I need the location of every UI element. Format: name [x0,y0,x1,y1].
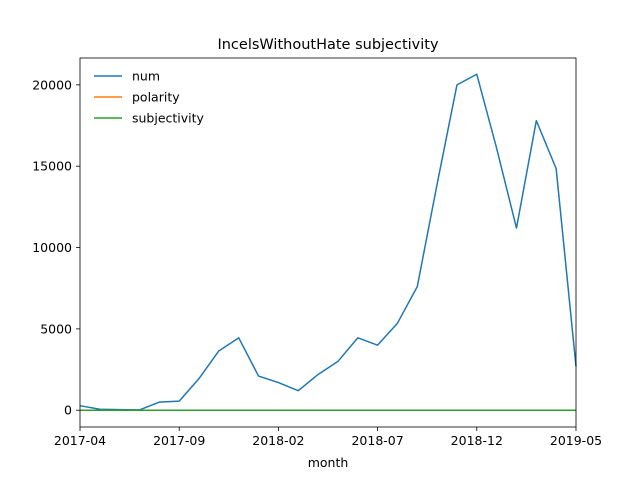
legend-label-subjectivity: subjectivity [132,111,205,126]
x-axis: 2017-04 2017-09 2018-02 2018-07 2018-12 2019-… [54,427,602,448]
plot-area [79,57,577,428]
y-tick-label: 0 [64,403,72,418]
y-tick-label: 10000 [32,240,72,255]
axes-frame [79,57,577,428]
y-tick-label: 15000 [32,159,72,174]
legend-label-num: num [132,69,160,84]
x-tick-label: 2018-12 [451,433,503,448]
x-tick-label: 2017-09 [153,433,205,448]
y-tick-label: 20000 [32,77,72,92]
y-tick-label: 5000 [40,321,72,336]
series-line-num [79,73,577,411]
x-axis-label: month [308,455,349,470]
x-tick-label: 2017-04 [54,433,106,448]
chart-title: IncelsWithoutHate subjectivity [217,37,438,53]
legend: num polarity subjectivity [94,69,205,126]
x-tick-label: 2018-02 [252,433,304,448]
x-tick-label: 2018-07 [351,433,403,448]
legend-label-polarity: polarity [132,90,180,105]
x-tick-label: 2019-05 [550,433,602,448]
y-axis: 0 5000 10000 15000 20000 [32,77,80,418]
